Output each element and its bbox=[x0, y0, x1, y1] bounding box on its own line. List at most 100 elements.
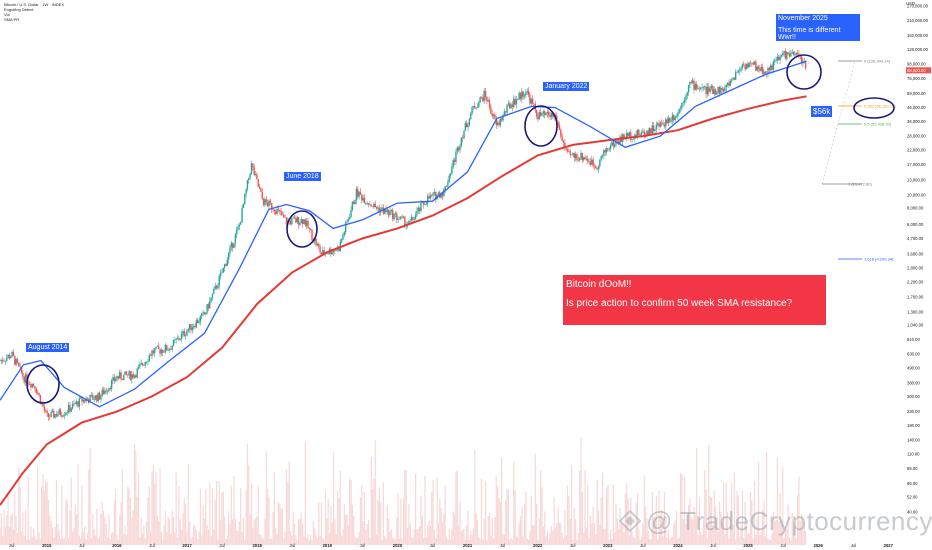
volume-bar bbox=[436, 477, 438, 545]
candle-body bbox=[318, 244, 320, 247]
volume-bar bbox=[470, 530, 472, 545]
volume-bar bbox=[10, 515, 12, 545]
volume-bar bbox=[597, 510, 600, 545]
volume-bar bbox=[18, 467, 20, 545]
indicator-engulfing[interactable]: Engulfing Detect bbox=[4, 7, 34, 12]
candle-body bbox=[67, 404, 70, 413]
candle-body bbox=[92, 395, 94, 400]
candle-body bbox=[740, 68, 742, 71]
candle-body bbox=[215, 285, 218, 289]
candle-body bbox=[557, 123, 559, 126]
candle-body bbox=[102, 389, 105, 395]
volume-bar bbox=[404, 469, 406, 545]
volume-bar bbox=[73, 527, 75, 545]
volume-bar bbox=[120, 503, 122, 545]
candle-body bbox=[152, 350, 155, 354]
volume-bar bbox=[345, 514, 347, 545]
volume-bar bbox=[132, 510, 134, 545]
volume-bar bbox=[392, 537, 394, 545]
fib-label: 0.5 (52,438.30) bbox=[864, 122, 892, 127]
price-tick-label: 162,000.00 bbox=[907, 33, 929, 38]
candle-body bbox=[293, 217, 296, 219]
candle-body bbox=[164, 345, 167, 352]
volume-bar bbox=[42, 474, 44, 545]
candle-body bbox=[600, 156, 602, 160]
current-price-label: 88,000.00 bbox=[907, 68, 926, 73]
volume-bar bbox=[447, 539, 449, 545]
candle-body bbox=[253, 167, 255, 175]
volume-bar bbox=[417, 529, 419, 545]
candle-body bbox=[394, 213, 397, 214]
candle-body bbox=[311, 230, 313, 241]
volume-bar bbox=[693, 507, 695, 545]
volume-bar bbox=[57, 524, 59, 545]
volume-bar bbox=[125, 535, 128, 545]
time-tick-label: Jul bbox=[149, 543, 154, 548]
volume-bar bbox=[492, 538, 495, 545]
indicator-vol[interactable]: Vol bbox=[4, 12, 10, 17]
volume-bar bbox=[727, 511, 729, 545]
candle-body bbox=[12, 352, 15, 356]
volume-bar bbox=[178, 485, 180, 545]
candle-body bbox=[402, 216, 405, 218]
volume-bar bbox=[518, 522, 520, 545]
time-tick-label: Jul bbox=[360, 543, 365, 548]
candle-body bbox=[451, 166, 453, 174]
candle-body bbox=[231, 242, 234, 248]
volume-bar bbox=[458, 524, 460, 545]
candle-body bbox=[523, 95, 526, 97]
candle-body bbox=[656, 123, 659, 125]
volume-bar bbox=[318, 502, 320, 545]
candle-body bbox=[752, 62, 754, 65]
time-tick-label: 2021 bbox=[463, 543, 473, 548]
candle-body bbox=[635, 134, 637, 136]
candle-body bbox=[538, 112, 541, 120]
volume-bar bbox=[688, 504, 690, 545]
candle-body bbox=[342, 234, 344, 240]
volume-bar bbox=[671, 536, 674, 545]
volume-bar bbox=[557, 506, 559, 545]
candle-body bbox=[584, 157, 586, 160]
candle-body bbox=[262, 198, 265, 206]
candle-body bbox=[562, 141, 565, 143]
candle-body bbox=[175, 338, 177, 340]
volume-bar bbox=[545, 536, 547, 545]
candle-body bbox=[686, 92, 688, 96]
volume-bar bbox=[205, 488, 207, 545]
candle-body bbox=[297, 217, 300, 225]
volume-bar bbox=[41, 486, 43, 545]
candle-body bbox=[783, 51, 785, 54]
volume-bar bbox=[195, 529, 197, 545]
candle-body bbox=[240, 222, 242, 225]
candle-body bbox=[304, 219, 307, 226]
volume-bar bbox=[264, 519, 266, 545]
volume-bar bbox=[564, 510, 566, 545]
volume-bar bbox=[521, 506, 523, 545]
candle-body bbox=[404, 216, 406, 227]
sma-200-line bbox=[0, 95, 807, 506]
volume-bar bbox=[90, 538, 93, 545]
volume-bar bbox=[733, 472, 735, 545]
candle-body bbox=[693, 80, 695, 90]
volume-bar bbox=[694, 514, 696, 545]
volume-bar bbox=[378, 487, 380, 545]
volume-bar bbox=[526, 538, 528, 545]
callout-doom: Bitcoin dOoM!! Is price action to confir… bbox=[563, 275, 826, 325]
indicator-sma[interactable]: SMA PR bbox=[4, 17, 20, 22]
volume-bar bbox=[67, 538, 70, 545]
candle-body bbox=[514, 98, 516, 105]
volume-bar bbox=[4, 527, 6, 545]
time-axis[interactable]: Jul 2015 Jul 2016 Jul 2017 Jul 2018 Jul 2019 Jul 20… bbox=[9, 543, 894, 548]
volume-bar bbox=[34, 536, 36, 545]
volume-bar bbox=[744, 501, 746, 545]
candle-body bbox=[273, 209, 276, 212]
candle-body bbox=[217, 285, 219, 289]
volume-bar bbox=[319, 535, 321, 545]
volume-bar bbox=[316, 538, 319, 545]
volume-bar bbox=[213, 529, 215, 545]
label-january-2022: January 2022 bbox=[543, 82, 590, 91]
candle-body bbox=[597, 166, 600, 170]
volume-bar bbox=[756, 517, 758, 545]
